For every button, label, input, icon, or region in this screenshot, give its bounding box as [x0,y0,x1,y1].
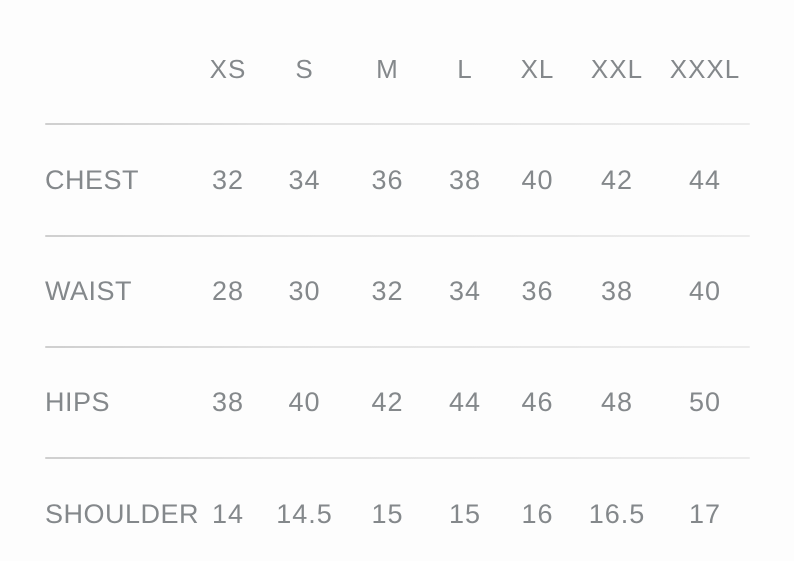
cell-shoulder-l: 15 [448,498,482,529]
row-label-waist: WAIST [45,276,132,306]
size-header-row: XS S M L XL XXL XXXL [45,0,750,123]
table-row-chest: CHEST 32 34 36 38 40 42 44 [45,125,750,235]
size-header-l: L [457,54,473,84]
cell-shoulder-m: 15 [371,498,404,529]
cell-chest-m: 36 [371,164,404,195]
cell-chest-xxxl: 44 [688,164,722,195]
size-header-xs: XS [209,54,247,84]
cell-waist-m: 32 [371,276,404,306]
row-divider [45,123,750,125]
cell-hips-xs: 38 [211,387,245,417]
table-row-hips: HIPS 38 40 42 44 46 48 50 [45,348,750,457]
cell-chest-xl: 40 [521,164,554,195]
cell-shoulder-s: 14.5 [276,498,333,529]
row-label-hips: HIPS [45,387,111,417]
size-header-s: S [295,54,314,84]
row-divider [45,346,750,348]
cell-waist-xs: 28 [211,276,245,306]
cell-waist-xxxl: 40 [688,276,722,306]
cell-shoulder-xs: 14 [211,498,245,529]
size-header-m: M [376,54,399,84]
table-row-shoulder: SHOULDER 14 14.5 15 15 16 16.5 17 [45,459,750,561]
cell-waist-s: 30 [288,276,321,306]
row-divider [45,457,750,459]
cell-chest-l: 38 [448,164,482,195]
row-divider [45,235,750,237]
cell-hips-l: 44 [448,387,482,417]
cell-hips-xl: 46 [521,387,554,417]
row-label-shoulder: SHOULDER [45,498,200,529]
cell-chest-xs: 32 [211,164,245,195]
cell-shoulder-xxxl: 17 [688,498,722,529]
cell-hips-xxl: 48 [600,387,634,417]
cell-chest-s: 34 [288,164,321,195]
cell-hips-s: 40 [288,387,321,417]
cell-waist-xl: 36 [521,276,554,306]
table-row-waist: WAIST 28 30 32 34 36 38 40 [45,237,750,346]
size-header-xxl: XXL [590,54,644,84]
cell-hips-m: 42 [371,387,404,417]
cell-hips-xxxl: 50 [688,387,722,417]
cell-waist-xxl: 38 [600,276,634,306]
size-header-xl: XL [520,54,555,84]
row-label-chest: CHEST [45,164,140,195]
size-chart-table: XS S M L XL XXL XXXL CHEST 32 34 36 38 4… [45,0,750,561]
cell-shoulder-xl: 16 [521,498,554,529]
cell-chest-xxl: 42 [600,164,634,195]
cell-waist-l: 34 [448,276,482,306]
cell-shoulder-xxl: 16.5 [588,498,646,529]
size-header-xxxl: XXXL [669,54,741,84]
